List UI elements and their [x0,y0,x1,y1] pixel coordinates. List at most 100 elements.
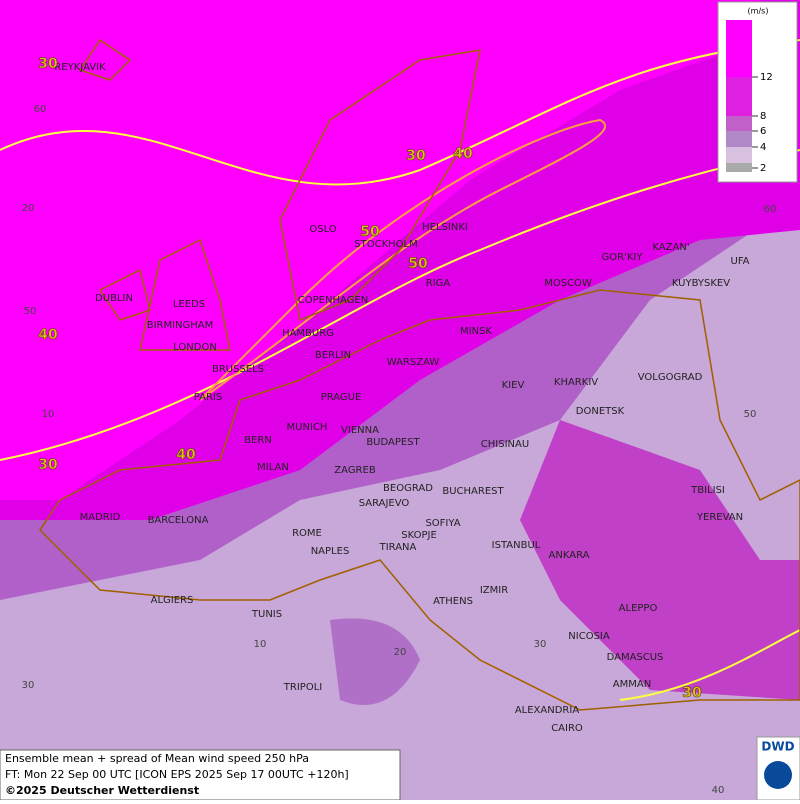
city-label: KAZAN' [652,242,689,253]
isotach [0,149,800,461]
city-label: BRUSSELS [212,364,264,375]
city-label: HELSINKI [422,222,468,233]
city-label: SOFIYA [425,518,460,529]
city-label: ALEXANDRIA [515,705,580,716]
city-label: DUBLIN [95,293,133,304]
city-label: CHISINAU [481,439,529,450]
city-label: MILAN [257,462,289,473]
city-label: MINSK [460,326,492,337]
legend-level: 4 [760,142,766,153]
grid-label: 50 [24,306,37,317]
city-label: TIRANA [379,542,417,553]
contour-label: 40 [38,327,58,343]
city-label: KUYBYSKEV [672,278,730,289]
contour-label: 30 [38,56,58,72]
city-label: OSLO [309,224,336,235]
city-label: LONDON [173,342,217,353]
city-label: MUNICH [287,422,328,433]
contour-label: 30 [406,148,426,164]
city-label: ALGIERS [151,595,194,606]
grid-label: 30 [534,639,547,650]
city-label: AMMAN [613,679,651,690]
city-label: PRAGUE [321,392,362,403]
contour-label: 30 [38,457,58,473]
grid-label: 40 [712,785,725,796]
logo-text: DWD [761,740,794,754]
city-label: COPENHAGEN [298,295,368,306]
grid-label: 50 [744,409,757,420]
city-label: ALEPPO [619,603,658,614]
city-label: BUCHAREST [442,486,504,497]
contour-label: 50 [408,256,428,272]
grid-label: 20 [22,203,35,214]
legend-level: 2 [760,163,766,174]
grid-label: 10 [42,409,55,420]
city-label: YEREVAN [696,512,743,523]
city-label: BERN [244,435,272,446]
isotach [619,629,800,701]
city-label: DAMASCUS [607,652,664,663]
city-label: PARIS [194,392,222,403]
logo-icon [764,761,792,789]
footer-time: FT: Mon 22 Sep 00 UTC [ICON EPS 2025 Sep… [5,768,349,781]
contour-label: 50 [360,224,380,240]
legend-unit: (m/s) [748,7,769,16]
city-label: NAPLES [311,546,350,557]
grid-label: 60 [34,104,47,115]
city-label: GOR'KIY [602,252,644,263]
city-label: RIGA [426,278,451,289]
grid-label: 10 [254,639,267,650]
city-label: IZMIR [480,585,508,596]
legend: (m/s) [717,1,798,183]
city-label: TUNIS [251,609,282,620]
grid-label: 20 [394,647,407,658]
isotach [199,118,607,401]
city-label: SARAJEVO [359,498,410,509]
legend-level: 6 [760,126,766,137]
legend-swatch [726,147,752,163]
city-label: TBILISI [690,485,725,496]
legend-swatch [726,116,752,131]
city-label: LEEDS [173,299,205,310]
grid-label: 60 [764,204,777,215]
city-label: REYKJAVIK [54,62,106,73]
city-label: VIENNA [341,425,379,436]
legend-swatch [726,163,752,172]
city-label: CAIRO [551,723,583,734]
city-label: ANKARA [549,550,590,561]
city-label: ISTANBUL [492,540,541,551]
city-label: MOSCOW [544,278,592,289]
city-label: SKOPJE [401,530,437,541]
footer-copyright: ©2025 Deutscher Wetterdienst [5,784,199,797]
city-label: ZAGREB [334,465,376,476]
city-label: NICOSIA [568,631,610,642]
legend-swatch [726,20,752,77]
city-label: KHARKIV [554,377,598,388]
footer-box [0,749,401,801]
city-label: HAMBURG [282,328,334,339]
legend-level: 8 [760,111,766,122]
city-label: STOCKHOLM [354,239,417,250]
city-label: BUDAPEST [366,437,420,448]
city-label: MADRID [80,512,121,523]
contour-label: 30 [682,685,702,701]
city-label: WARSZAW [387,357,440,368]
isotach [0,39,800,186]
city-label: ROME [292,528,322,539]
spread-east [520,420,800,700]
city-label: VOLGOGRAD [638,372,703,383]
city-label: TRIPOLI [283,682,322,693]
city-label: BEOGRAD [383,483,433,494]
footer-title: Ensemble mean + spread of Mean wind spee… [5,752,309,765]
legend-swatch [726,77,752,116]
city-label: BERLIN [315,350,351,361]
contour-label: 40 [453,146,473,162]
legend-level: 12 [760,72,773,83]
coastline [39,38,800,711]
legend-swatch [726,131,752,147]
spread-patch [330,618,420,705]
city-label: BARCELONA [148,515,209,526]
city-label: DONETSK [576,406,625,417]
city-label: BIRMINGHAM [147,320,214,331]
